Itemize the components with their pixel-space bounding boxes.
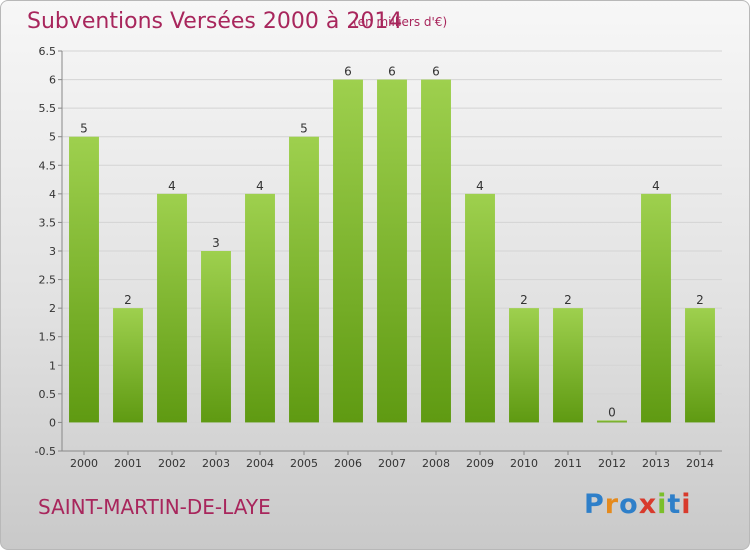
bar [685,308,715,423]
data-label: 2 [696,293,704,307]
bar [377,79,407,423]
bar [641,193,671,423]
bar [69,136,99,423]
chart-title: Subventions Versées 2000 à 2014 [27,9,403,34]
y-tick-label: 0 [49,416,56,429]
data-label: 2 [124,293,132,307]
data-label: 2 [520,293,528,307]
y-tick-label: 2.5 [39,274,57,287]
y-tick-label: 4 [49,188,56,201]
logo-letter: i [681,489,692,520]
y-tick-label: 5.5 [39,102,57,115]
logo-letter: x [638,489,658,520]
logo-letter: i [657,489,668,520]
data-label: 2 [564,293,572,307]
bar [509,308,539,423]
logo-letter: t [667,489,682,520]
x-tick-label: 2001 [114,457,142,470]
data-label: 5 [80,122,88,136]
data-label: 5 [300,122,308,136]
data-label: 4 [256,179,264,193]
y-tick-label: 0.5 [39,388,57,401]
labels: 5 2 4 3 4 5 6 6 6 4 2 2 0 4 2 [80,65,704,420]
data-label: 4 [476,179,484,193]
bar [553,308,583,423]
bar [289,136,319,423]
y-tick-label: 4.5 [39,159,57,172]
data-label: 6 [432,65,440,79]
x-tick-label: 2005 [290,457,318,470]
y-tick-label: 6 [49,74,56,87]
data-label: 3 [212,236,220,250]
x-tick-label: 2004 [246,457,274,470]
y-tick-label: 1.5 [39,331,57,344]
logo-letter: o [619,489,639,520]
chart-unit: (en milliers d'€) [353,15,448,29]
bar [113,308,143,423]
x-tick-label: 2007 [378,457,406,470]
y-tick-label: 2 [49,302,56,315]
axes: -0.5 0 0.5 1 1.5 2 2.5 3 3.5 4 4.5 5 5.5 6 6.5 2000 2001… [35,45,722,470]
proxiti-logo: Proxiti [584,489,692,520]
y-tick-label: 3 [49,245,56,258]
data-label: 4 [652,179,660,193]
x-tick-label: 2010 [510,457,538,470]
bar [157,193,187,423]
logo-letter: P [584,489,605,520]
bar [245,193,275,423]
commune-name: SAINT-MARTIN-DE-LAYE [38,495,271,519]
data-label: 6 [388,65,396,79]
x-tick-label: 2008 [422,457,450,470]
bars [69,79,715,423]
data-label: 0 [608,405,616,419]
x-tick-label: 2014 [686,457,714,470]
x-tick-label: 2013 [642,457,670,470]
bar [421,79,451,423]
logo-letter: r [604,489,620,520]
bar [597,420,627,423]
x-tick-label: 2002 [158,457,186,470]
x-tick-label: 2003 [202,457,230,470]
bar [333,79,363,423]
x-tick-label: 2000 [70,457,98,470]
x-tick-label: 2012 [598,457,626,470]
y-tick-label: 6.5 [39,45,57,58]
x-tick-label: 2011 [554,457,582,470]
x-tick-label: 2009 [466,457,494,470]
bar [201,251,231,423]
y-tick-label: 3.5 [39,216,57,229]
data-label: 4 [168,179,176,193]
y-tick-label: 5 [49,131,56,144]
data-label: 6 [344,65,352,79]
bar [465,193,495,423]
y-tick-label: 1 [49,359,56,372]
x-tick-label: 2006 [334,457,362,470]
y-tick-label: -0.5 [35,445,56,458]
